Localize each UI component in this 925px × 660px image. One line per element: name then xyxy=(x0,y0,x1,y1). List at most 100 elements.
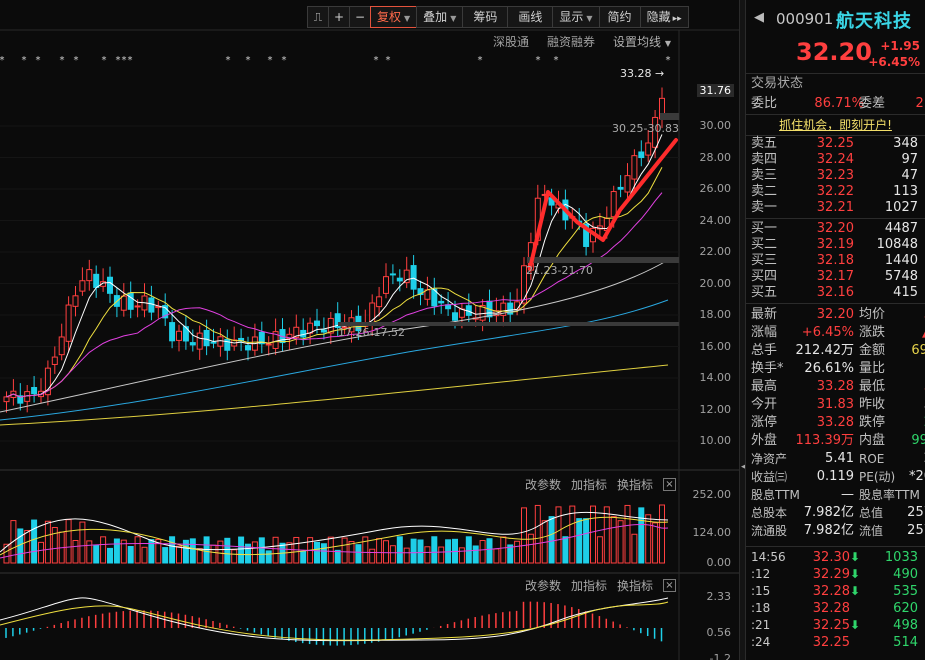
quote-label: 跌停 xyxy=(859,415,886,430)
candle-body xyxy=(403,269,410,284)
volume-bar xyxy=(486,538,493,564)
volume-bar xyxy=(424,546,431,564)
macd-edit-params[interactable]: 改参数 xyxy=(524,579,561,593)
margin-trading-link[interactable]: 融资融券 xyxy=(546,35,595,49)
volume-close-icon[interactable]: × xyxy=(663,478,676,491)
quote-label: 净资产 xyxy=(751,452,788,466)
candle-body xyxy=(631,155,638,180)
volume-bar xyxy=(162,547,169,564)
candle-body xyxy=(245,345,251,351)
ask-row[interactable]: 卖三 32.23 47 xyxy=(746,168,925,184)
simple-mode-button[interactable]: 简约 xyxy=(598,6,641,28)
range-annotation-3: 17.26-17.52 xyxy=(338,326,405,339)
bid-book: 买一 32.20 4487 买二 32.19 10848 买三 32.18 1440 买四 32.1… xyxy=(746,221,925,301)
price-change: +1.95 +6.45% xyxy=(868,38,920,70)
bid-row[interactable]: 买三 32.18 1440 xyxy=(746,253,925,269)
candle-body xyxy=(645,142,652,156)
down-arrow-icon: ⬇ xyxy=(850,584,861,598)
macd-add-indicator[interactable]: 加指标 xyxy=(570,579,607,593)
volume-edit-params[interactable]: 改参数 xyxy=(524,478,561,492)
quote-value: 257 xyxy=(907,523,925,538)
quote-label: 昨收 xyxy=(859,397,886,412)
volume-bar xyxy=(479,540,486,564)
bid-row[interactable]: 买四 32.17 5748 xyxy=(746,269,925,285)
collapse-arrow-icon[interactable]: ◀ xyxy=(741,462,748,472)
volume-indicator-bar: 改参数 加指标 换指标 xyxy=(525,476,653,493)
bid-price: 32.20 xyxy=(816,221,854,236)
ask-row[interactable]: 卖二 32.22 113 xyxy=(746,184,925,200)
volume-bar xyxy=(389,545,396,564)
support-band-2 xyxy=(527,257,679,263)
overlay-button[interactable]: 叠加 ▼ xyxy=(416,6,464,28)
volume-bar xyxy=(210,544,217,564)
lock-icon[interactable]: ⎍ xyxy=(307,6,329,28)
adjust-price-button[interactable]: 复权 ▼ xyxy=(370,6,418,28)
volume-bar xyxy=(472,545,479,564)
ask-label: 卖四 xyxy=(751,152,778,167)
tick-price: 32.28 xyxy=(812,601,850,616)
change-percent: +6.45% xyxy=(868,55,920,69)
candle-body xyxy=(293,326,300,338)
candle-body xyxy=(224,338,231,351)
volume-bar xyxy=(314,541,320,564)
bid-row[interactable]: 买五 32.16 415 xyxy=(746,285,925,301)
volume-bar xyxy=(141,546,148,564)
stock-name[interactable]: 航天科技 xyxy=(836,11,912,32)
hide-button[interactable]: 隐藏 ▸▸ xyxy=(639,6,689,28)
event-marker-icon: * xyxy=(102,55,107,66)
ask-row[interactable]: 卖四 32.24 97 xyxy=(746,152,925,168)
ma120-line xyxy=(0,299,669,421)
candle-body xyxy=(148,297,155,313)
quote-value: 7.982亿 xyxy=(803,523,854,538)
bid-qty: 10848 xyxy=(876,237,918,252)
panel-splitter[interactable]: ◀ xyxy=(739,0,748,660)
volume-bar xyxy=(410,538,417,564)
zoom-out-icon[interactable]: − xyxy=(349,6,371,28)
candle-body xyxy=(438,300,445,304)
volume-ma5-line xyxy=(0,511,669,553)
candle-body xyxy=(44,367,51,396)
macd-close-icon[interactable]: × xyxy=(663,579,676,592)
volume-add-indicator[interactable]: 加指标 xyxy=(570,478,607,492)
bid-qty: 4487 xyxy=(884,221,918,236)
ma-settings-link[interactable]: 设置均线 ▼ xyxy=(613,35,671,49)
chips-button[interactable]: 筹码 xyxy=(462,6,509,28)
tick-time: 14:56 xyxy=(751,550,786,564)
event-marker-icon: * xyxy=(386,55,391,66)
volume-bar xyxy=(251,541,258,564)
candle-body xyxy=(624,175,631,193)
quote-label: 总值 xyxy=(859,506,884,520)
draw-line-button[interactable]: 画线 xyxy=(507,6,554,28)
open-account-link[interactable]: 抓住机会，即刻开户! xyxy=(746,114,925,136)
tick-price: 32.25 xyxy=(812,635,850,650)
kline-chart-area[interactable]: * * * * * * * * * * * * * * * * * * * ⎍ + − 复权 ▼ 叠加 ▼ 筹码 画线 … xyxy=(0,0,741,660)
price-axis-label: 10.00 xyxy=(699,434,732,447)
kline-chart-svg[interactable]: * * * * * * * * * * * * * * * * * * * xyxy=(0,0,741,660)
macd-switch-indicator[interactable]: 换指标 xyxy=(616,579,653,593)
hk-connect-link[interactable]: 深股通 xyxy=(492,35,529,49)
quote-row: 净资产 5.41 ROE 2 xyxy=(746,450,925,468)
ask-label: 卖一 xyxy=(751,200,778,215)
ask-row[interactable]: 卖一 32.21 1027 xyxy=(746,200,925,216)
quote-row: 今开 31.83 昨收 3 xyxy=(746,396,925,414)
candle-body xyxy=(341,326,348,329)
event-marker-icon: * xyxy=(74,55,79,66)
prev-stock-icon[interactable]: ◀ xyxy=(754,10,764,25)
candle-body xyxy=(265,343,272,346)
volume-switch-indicator[interactable]: 换指标 xyxy=(616,478,653,492)
ask-row[interactable]: 卖五 32.25 348 xyxy=(746,136,925,152)
volume-bar xyxy=(176,545,182,564)
bid-price: 32.19 xyxy=(816,237,854,252)
bid-row[interactable]: 买二 32.19 10848 xyxy=(746,237,925,253)
quote-label: 换手* xyxy=(751,361,784,376)
candle-body xyxy=(72,295,79,307)
volume-bar xyxy=(576,518,583,564)
event-marker-icon: * xyxy=(282,55,287,66)
bid-row[interactable]: 买一 32.20 4487 xyxy=(746,221,925,237)
display-button[interactable]: 显示 ▼ xyxy=(552,6,600,28)
zoom-in-icon[interactable]: + xyxy=(328,6,350,28)
candle-body xyxy=(320,329,327,333)
candle-body xyxy=(500,302,507,316)
bid-price: 32.17 xyxy=(816,269,854,284)
bid-label: 买四 xyxy=(751,269,778,284)
